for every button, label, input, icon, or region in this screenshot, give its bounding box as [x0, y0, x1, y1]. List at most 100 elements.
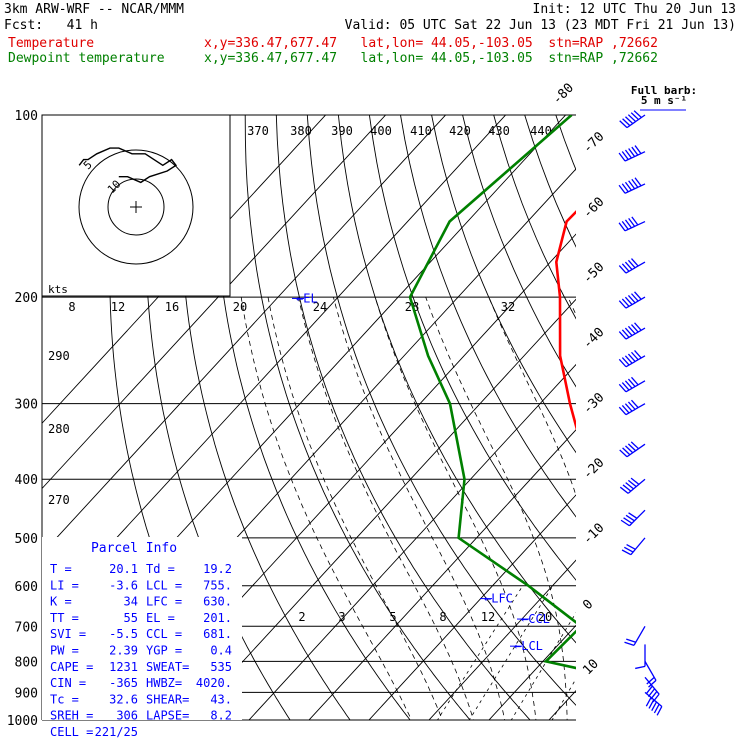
parcel-info-key: LCL =: [146, 578, 182, 592]
wind-barb-flag: [634, 177, 642, 187]
wind-barb-flag: [630, 376, 639, 386]
barb-key-value: 5 m s⁻¹: [641, 94, 687, 107]
isotherm-label: -80: [550, 81, 577, 108]
wind-barb-flag: [618, 383, 627, 393]
wind-barb-flag: [645, 697, 652, 707]
pressure-label: 300: [15, 398, 38, 413]
wind-barb-flag: [624, 327, 633, 336]
isotherm: [488, 624, 576, 720]
dewpoint-legend: Dewpoint temperature: [8, 51, 165, 66]
mixing-ratio-label: 24: [313, 300, 327, 314]
wind-barb-flag: [630, 441, 639, 450]
wind-barb-flag: [624, 546, 634, 553]
wind-barb-flag: [618, 406, 627, 416]
dry-adiabat: [462, 115, 576, 388]
pressure-label: 500: [15, 532, 38, 547]
dry-adiabat: [493, 115, 576, 320]
wind-barb-flag: [621, 151, 629, 160]
parcel-info-value: 630.: [203, 595, 232, 609]
moist-adiabat: [687, 297, 740, 733]
wind-barb-flag: [630, 399, 639, 409]
parcel-info-value: 201.: [203, 611, 232, 625]
parcel-info-value: 306: [116, 709, 138, 723]
wind-barb-flag: [624, 219, 632, 229]
wind-barb-flag: [653, 703, 660, 714]
dry-adiabat: [337, 115, 576, 644]
wind-barb-flag: [628, 512, 638, 519]
wind-barb-flag: [648, 699, 655, 709]
wind-barb-flag: [630, 351, 639, 361]
wind-barb-flag: [621, 549, 632, 556]
parcel-info-value: 221/25: [95, 725, 138, 739]
mixing-ratio-label: 8: [439, 610, 446, 624]
wind-barb-flag: [624, 261, 633, 270]
wind-barb: [624, 151, 646, 162]
mixing-ratio-label: 8: [68, 300, 75, 314]
parcel-info-value: 55: [124, 611, 138, 625]
isotherm: [42, 115, 447, 555]
theta-label: 380: [290, 124, 312, 138]
profiles: [408, 115, 576, 670]
wind-barb-flag: [622, 484, 632, 492]
mixing-ratio-label: 16: [165, 300, 179, 314]
parcel-info-key: CAPE =: [50, 660, 93, 674]
wind-barb-flag: [619, 449, 628, 458]
theta-label: 400: [370, 124, 392, 138]
isotherm: [308, 429, 576, 720]
wind-barb-flag: [618, 152, 626, 162]
wind-barb-flag: [634, 322, 642, 331]
parcel-info-key: HWBZ=: [146, 676, 182, 690]
theta-label: 290: [48, 349, 70, 363]
wind-barb-flag: [624, 403, 633, 412]
parcel-info-value: -365: [109, 676, 138, 690]
parcel-info-value: 4020.: [196, 676, 232, 690]
isotherm-label: -40: [580, 325, 607, 352]
level-marker-label: ←LCL: [514, 639, 543, 653]
wind-barb-flag: [622, 118, 631, 127]
wind-barb-flag: [630, 477, 640, 485]
wind-barb-flag: [634, 291, 642, 300]
wind-barb-flag: [625, 445, 634, 454]
wind-barb-flag: [618, 265, 627, 274]
theta-label: 440: [530, 124, 552, 138]
wind-barb-flag: [624, 355, 633, 364]
moist-adiabat: [240, 297, 412, 720]
wind-barb: [625, 327, 646, 340]
wind-barb: [626, 114, 646, 129]
isotherm: [428, 559, 576, 720]
isotherm-label: 10: [580, 657, 602, 679]
moist-adiabat: [657, 297, 693, 733]
isotherm: [657, 56, 740, 732]
isotherm: [42, 115, 387, 490]
init-time: Init: 12 UTC Thu 20 Jun 13: [532, 2, 737, 17]
parcel-info-value: 8.2: [210, 709, 232, 723]
wind-barb-flag: [623, 517, 633, 524]
isotherm-label: -70: [580, 129, 607, 156]
wind-barb-flag: [622, 447, 631, 456]
parcel-info-key: CCL =: [146, 627, 182, 641]
parcel-info-value: 755.: [203, 578, 232, 592]
wind-barb-flag: [645, 685, 653, 695]
isotherm-label: -60: [580, 195, 607, 222]
mixing-ratio-label: 12: [481, 610, 495, 624]
dry-adiabat: [714, 56, 740, 732]
wind-barb-flag: [631, 178, 639, 188]
isotherm: [42, 115, 327, 424]
wind-barb: [644, 691, 663, 707]
wind-barb-flag: [625, 482, 634, 490]
pressure-label: 200: [15, 291, 38, 306]
moist-adiabat: [374, 296, 537, 720]
mixing-ratio-label: 12: [111, 300, 125, 314]
mixing-ratio-label: 2: [298, 610, 305, 624]
mixing-ratio-line: [551, 678, 576, 720]
wind-barb-flag: [627, 325, 636, 335]
wind-barb-flag: [630, 293, 639, 302]
parcel-info-box: [42, 537, 242, 720]
wind-barb: [626, 443, 646, 458]
theta-label: 270: [48, 493, 70, 507]
wind-barb-flag: [621, 405, 630, 414]
wind-barb-flag: [633, 110, 642, 118]
wind-barb-flag: [628, 217, 636, 227]
wind-barb-flag: [624, 380, 633, 389]
